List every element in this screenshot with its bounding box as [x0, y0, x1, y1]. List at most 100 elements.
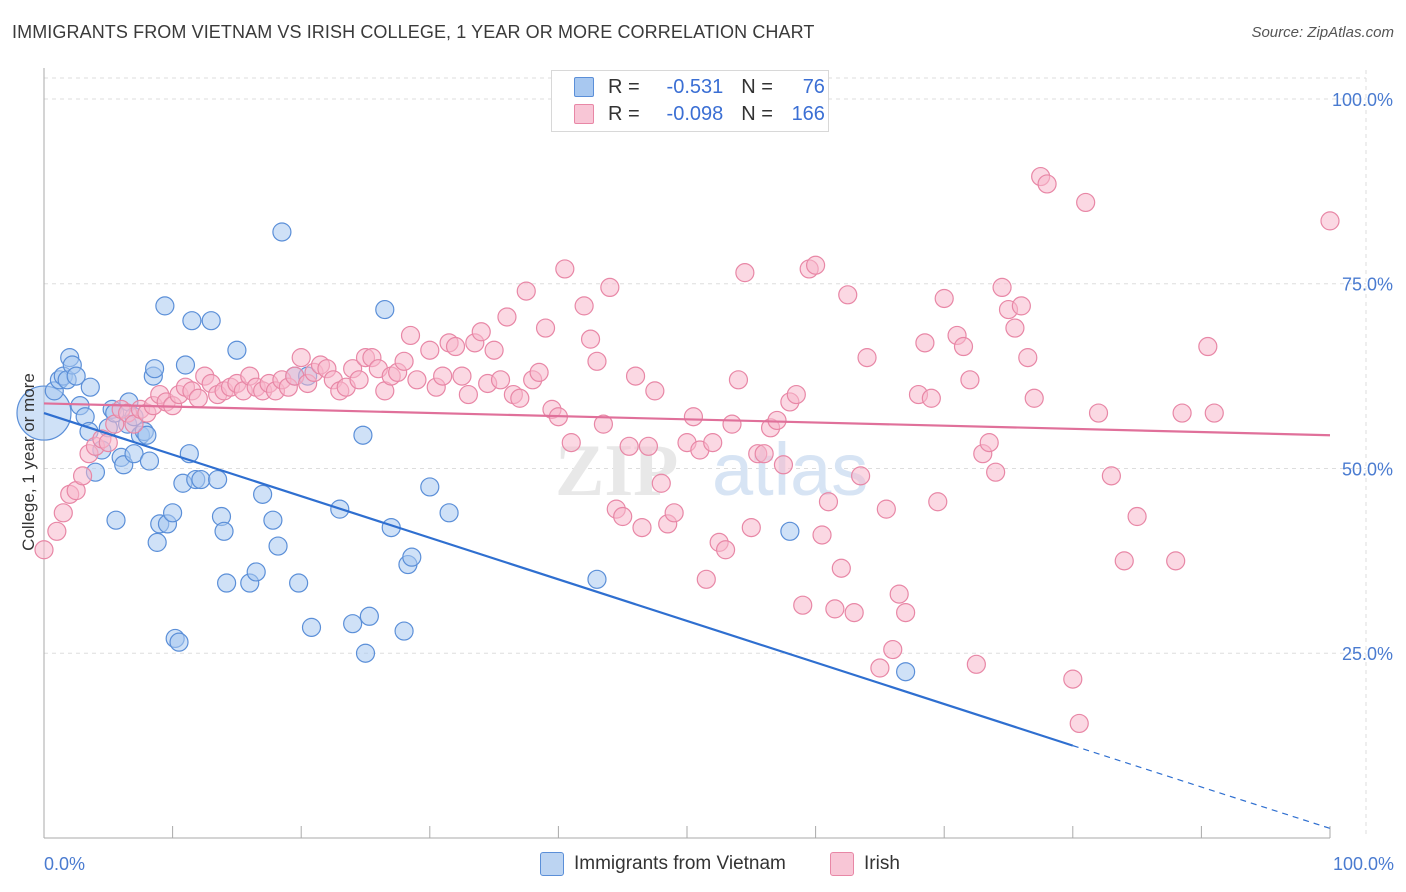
- irish-point: [805, 255, 826, 275]
- irish-point: [619, 436, 639, 456]
- vietnam-point: [253, 484, 273, 504]
- irish-point: [773, 455, 794, 475]
- vietnam-point: [301, 617, 322, 637]
- irish-point: [1018, 348, 1038, 368]
- irish-point: [1088, 403, 1109, 423]
- x-tick-label: 100.0%: [1333, 854, 1394, 874]
- irish-point: [433, 366, 453, 386]
- irish-point: [992, 277, 1012, 298]
- vietnam-point: [343, 614, 363, 634]
- irish-point: [645, 381, 665, 401]
- irish-point: [870, 658, 890, 678]
- irish-point: [915, 333, 935, 353]
- irish-point: [458, 384, 478, 405]
- vietnam-point: [394, 621, 414, 641]
- irish-point: [754, 444, 774, 464]
- y-tick-label: 50.0%: [1342, 459, 1393, 479]
- irish-point: [953, 336, 974, 357]
- legend-n-value: 166: [791, 102, 825, 125]
- irish-point: [1198, 336, 1218, 357]
- irish-point: [889, 584, 909, 604]
- irish-point: [516, 281, 536, 301]
- irish-point: [1011, 296, 1031, 316]
- irish-point: [1320, 211, 1340, 231]
- source-label: Source: ZipAtlas.com: [1251, 24, 1394, 41]
- irish-point: [497, 307, 517, 327]
- irish-point: [452, 366, 472, 386]
- irish-point: [883, 639, 903, 660]
- legend-swatch-irish: [574, 104, 594, 124]
- chart-title: IMMIGRANTS FROM VIETNAM VS IRISH COLLEGE…: [12, 22, 815, 42]
- vietnam-point: [375, 299, 395, 320]
- irish-point: [72, 466, 93, 486]
- irish-point: [407, 370, 427, 390]
- vietnam-point: [420, 477, 440, 497]
- vietnam-point: [780, 521, 800, 541]
- irish-point: [510, 388, 530, 408]
- irish-point: [851, 466, 871, 486]
- stats-legend: R = -0.531 N = 76 R = -0.098 N = 166: [551, 70, 829, 132]
- vietnam-point: [80, 377, 100, 397]
- irish-point: [651, 473, 671, 493]
- irish-point: [664, 503, 684, 523]
- irish-point: [986, 462, 1006, 482]
- y-tick-label: 25.0%: [1342, 644, 1393, 664]
- irish-point: [831, 558, 851, 578]
- legend-r-label: R =: [608, 75, 640, 98]
- irish-point: [600, 277, 620, 298]
- irish-point: [574, 296, 594, 316]
- legend-label-irish: Irish: [864, 853, 900, 874]
- legend-label-vietnam: Immigrants from Vietnam: [574, 853, 786, 874]
- irish-point: [786, 384, 806, 405]
- vietnam-point: [246, 562, 266, 582]
- irish-point: [979, 433, 999, 453]
- irish-point: [587, 351, 607, 371]
- irish-point: [490, 370, 511, 390]
- irish-point: [1005, 318, 1025, 338]
- legend-item-irish: Irish: [830, 852, 900, 876]
- vietnam-point: [191, 469, 211, 490]
- irish-point: [1069, 713, 1089, 734]
- irish-point: [34, 540, 54, 560]
- irish-point: [555, 259, 575, 279]
- irish-point: [1076, 192, 1096, 213]
- irish-point: [593, 414, 614, 434]
- irish-point: [291, 348, 311, 368]
- irish-point: [47, 521, 67, 541]
- vietnam-point: [263, 510, 283, 530]
- irish-point: [53, 503, 73, 523]
- axes: [43, 68, 1331, 839]
- irish-point: [960, 370, 980, 390]
- irish-point: [471, 322, 491, 342]
- y-tick-label: 100.0%: [1332, 90, 1393, 110]
- irish-point: [921, 388, 941, 408]
- vietnam-point: [355, 643, 376, 663]
- irish-point: [741, 517, 761, 538]
- vietnam-trend-line: [43, 412, 1074, 747]
- irish-point: [1204, 403, 1224, 423]
- irish-point: [394, 351, 414, 371]
- irish-point: [420, 340, 440, 360]
- legend-r-value: -0.531: [666, 75, 724, 98]
- legend-swatch-irish: [830, 852, 854, 876]
- irish-point: [1172, 403, 1192, 423]
- vietnam-point: [182, 311, 202, 331]
- vietnam-point: [359, 606, 379, 626]
- irish-point: [188, 388, 208, 408]
- vietnam-point: [137, 425, 157, 445]
- vietnam-point: [208, 469, 228, 490]
- legend-swatch-vietnam: [574, 77, 594, 97]
- irish-points: [34, 166, 1340, 734]
- irish-point: [400, 325, 421, 346]
- irish-point: [844, 602, 864, 623]
- irish-point: [722, 414, 742, 434]
- legend-item-vietnam: Immigrants from Vietnam: [540, 852, 786, 876]
- irish-point: [683, 407, 704, 427]
- irish-point: [1101, 466, 1121, 486]
- vietnam-point: [139, 451, 160, 471]
- irish-point: [728, 370, 749, 390]
- y-tick-label: 75.0%: [1342, 275, 1393, 295]
- irish-point: [876, 499, 896, 519]
- irish-point: [1024, 388, 1044, 408]
- irish-point: [445, 336, 466, 357]
